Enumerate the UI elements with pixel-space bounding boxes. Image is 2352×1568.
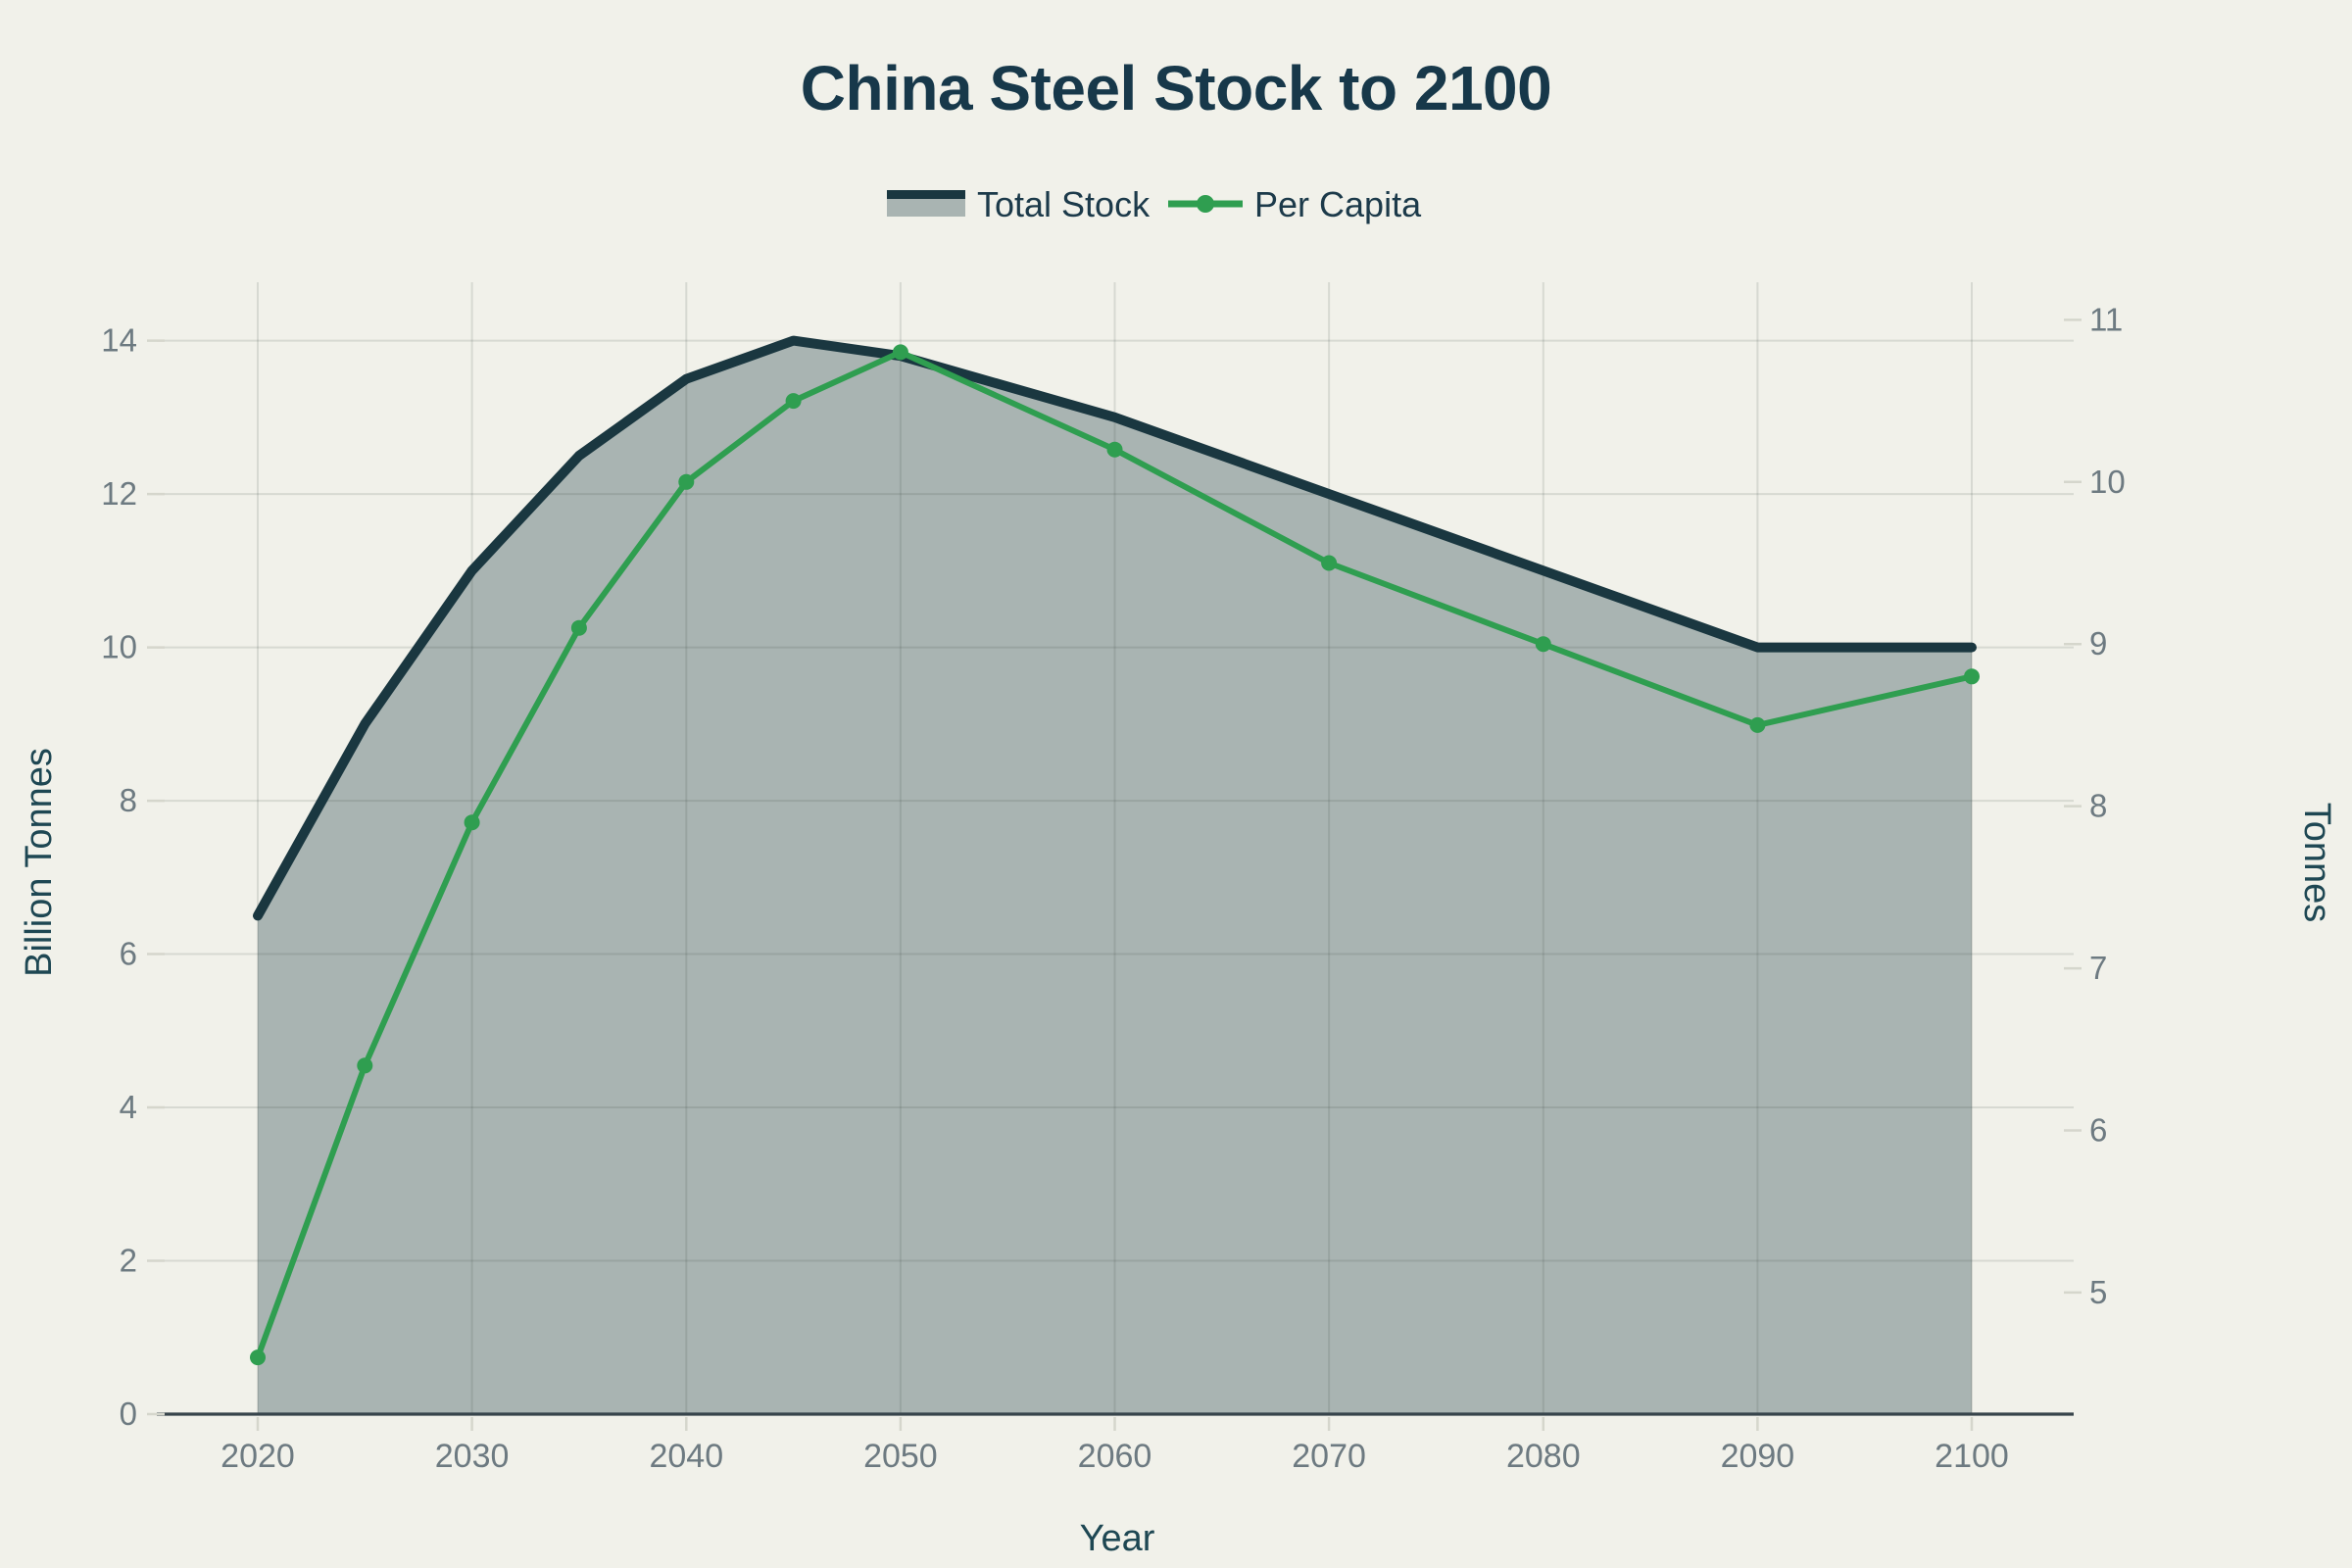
right-y-tick-label: 8 [2089, 788, 2107, 824]
right-y-tick-label: 6 [2089, 1112, 2107, 1149]
left-y-tick-label: 12 [101, 475, 137, 512]
right-axis-title: Tonnes [2296, 803, 2337, 923]
left-y-tick-label: 4 [120, 1089, 137, 1125]
per-capita-marker[interactable] [1964, 668, 1980, 685]
legend: Total Stock Per Capita [887, 184, 1422, 224]
per-capita-marker[interactable] [678, 473, 695, 490]
per-capita-marker[interactable] [357, 1057, 373, 1074]
left-y-tick-label: 2 [120, 1243, 137, 1279]
per-capita-line[interactable] [255, 349, 1975, 1361]
line-series-group [250, 335, 1980, 1366]
x-tick-label: 2090 [1721, 1438, 1795, 1475]
legend-label-total-stock: Total Stock [977, 184, 1151, 224]
x-tick-label: 2100 [1935, 1438, 2009, 1475]
left-axis-title: Billion Tonnes [19, 748, 60, 977]
per-capita-marker[interactable] [1535, 636, 1551, 653]
right-y-tick-label: 5 [2089, 1274, 2107, 1310]
x-tick-label: 2070 [1292, 1438, 1366, 1475]
gridlines-group [157, 282, 2074, 1414]
legend-label-per-capita: Per Capita [1254, 184, 1422, 224]
x-axis-title: Year [1080, 1518, 1155, 1559]
per-capita-marker[interactable] [892, 344, 908, 361]
left-y-tick-label: 8 [120, 782, 137, 818]
per-capita-marker[interactable] [785, 393, 802, 410]
legend-item-per-capita[interactable]: Per Capita [1168, 184, 1422, 224]
right-y-tick-label: 9 [2089, 625, 2107, 662]
total-stock-line[interactable] [253, 335, 1977, 921]
area-series-group [258, 340, 1972, 1415]
left-y-tick-label: 10 [101, 629, 137, 665]
line-swatch-marker-icon [1197, 195, 1214, 213]
x-tick-label: 2040 [649, 1438, 723, 1475]
x-tick-label: 2080 [1506, 1438, 1581, 1475]
per-capita-marker[interactable] [570, 619, 587, 636]
per-capita-marker[interactable] [464, 814, 480, 831]
axes-group [147, 318, 2082, 1431]
per-capita-marker[interactable] [1749, 716, 1766, 733]
area-swatch-line-icon [887, 190, 965, 199]
per-capita-marker[interactable] [250, 1349, 266, 1366]
x-tick-label: 2060 [1078, 1438, 1152, 1475]
right-y-tick-label: 10 [2089, 464, 2126, 500]
x-tick-label: 2020 [220, 1438, 295, 1475]
left-y-tick-label: 14 [101, 322, 137, 359]
left-y-tick-label: 0 [120, 1396, 137, 1432]
x-tick-label: 2030 [435, 1438, 510, 1475]
legend-item-total-stock[interactable]: Total Stock [887, 184, 1151, 224]
per-capita-marker[interactable] [1321, 555, 1338, 571]
x-tick-label: 2050 [863, 1438, 938, 1475]
right-y-tick-label: 7 [2089, 950, 2107, 986]
chart-title: China Steel Stock to 2100 [801, 53, 1551, 123]
area-swatch-fill-icon [887, 199, 965, 217]
total-stock-area [258, 340, 1972, 1415]
tick-labels-group: 0 2 4 6 8 10 12 14 5 6 7 8 9 10 11 2020 2030 2040 2050 2060… [101, 301, 2125, 1475]
left-y-tick-label: 6 [120, 936, 137, 972]
right-y-tick-label: 11 [2089, 301, 2123, 337]
per-capita-marker[interactable] [1106, 441, 1123, 458]
